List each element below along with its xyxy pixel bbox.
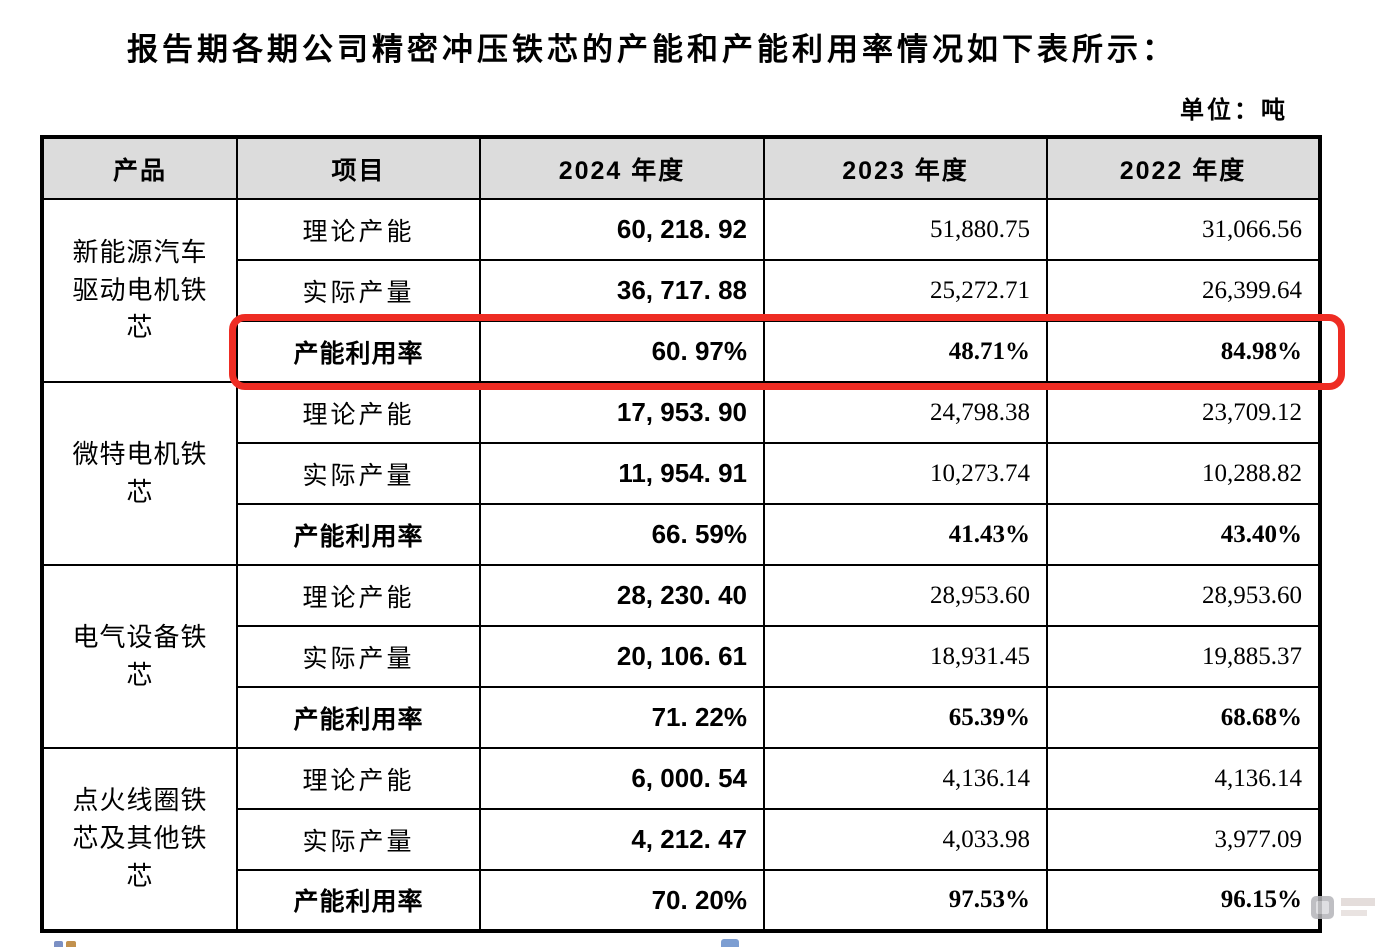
value-2023: 51,880.75: [763, 198, 1048, 261]
header-product: 产品: [41, 136, 238, 200]
value-2022: 23,709.12: [1046, 381, 1321, 444]
value-2022: 43.40%: [1046, 503, 1321, 566]
value-2024: 60. 97%: [479, 320, 765, 383]
table-row: 实际产量 4, 212. 47 4,033.98 3,977.09: [42, 808, 1321, 871]
item-cell: 产能利用率: [236, 503, 481, 566]
value-2022: 3,977.09: [1046, 808, 1321, 871]
value-2023: 4,033.98: [763, 808, 1048, 871]
item-cell: 实际产量: [236, 442, 481, 505]
value-2023: 24,798.38: [763, 381, 1048, 444]
table-row: 实际产量 11, 954. 91 10,273.74 10,288.82: [42, 442, 1321, 505]
value-2023: 41.43%: [763, 503, 1048, 566]
value-2024: 11, 954. 91: [479, 442, 765, 505]
header-row: 产品 项目 2024 年度 2023 年度 2022 年度: [41, 136, 1321, 200]
table-row: 电气设备铁 芯 理论产能 28, 230. 40 28,953.60 28,95…: [41, 564, 1321, 749]
capacity-table: 产品 项目 2024 年度 2023 年度 2022 年度 新能源汽车 驱动电机…: [40, 135, 1322, 933]
value-2022: 26,399.64: [1046, 259, 1321, 322]
product-cell-nev-motor-core: 新能源汽车 驱动电机铁 芯: [41, 198, 238, 383]
value-2024: 66. 59%: [479, 503, 765, 566]
table-row-utilization: 产能利用率 66. 59% 41.43% 43.40%: [42, 503, 1321, 566]
value-2022: 68.68%: [1046, 686, 1321, 749]
value-2024: 20, 106. 61: [479, 625, 765, 688]
value-2024: 36, 717. 88: [479, 259, 765, 322]
item-cell: 实际产量: [236, 259, 481, 322]
cutoff-text-fragment: [66, 941, 76, 947]
table-row: 微特电机铁 芯 理论产能 17, 953. 90 24,798.38 23,70…: [41, 381, 1321, 566]
value-2023: 25,272.71: [763, 259, 1048, 322]
product-name: 电气设备铁 芯: [72, 621, 208, 690]
value-2024: 4, 212. 47: [479, 808, 765, 871]
value-2022: 84.98%: [1046, 320, 1321, 383]
value-2022: 19,885.37: [1046, 625, 1321, 688]
value-2024: 60, 218. 92: [479, 198, 765, 261]
table-row-utilization: 产能利用率 60. 97% 48.71% 84.98%: [42, 320, 1321, 383]
table-row: 新能源汽车 驱动电机铁 芯 理论产能 60, 218. 92 51,880.75…: [41, 198, 1321, 383]
value-2023: 10,273.74: [763, 442, 1048, 505]
item-cell: 理论产能: [236, 198, 481, 261]
table-row: 实际产量 20, 106. 61 18,931.45 19,885.37: [42, 625, 1321, 688]
item-cell: 理论产能: [236, 381, 481, 444]
value-2024: 6, 000. 54: [479, 747, 765, 810]
item-cell: 实际产量: [236, 808, 481, 871]
value-2022: 28,953.60: [1046, 564, 1321, 627]
product-name: 点火线圈铁 芯及其他铁 芯: [72, 785, 208, 891]
value-2023: 48.71%: [763, 320, 1048, 383]
page-title: 报告期各期公司精密冲压铁芯的产能和产能利用率情况如下表所示：: [127, 32, 1177, 67]
product-cell-ignition-coil-core: 点火线圈铁 芯及其他铁 芯: [41, 747, 238, 932]
header-item: 项目: [236, 136, 481, 200]
value-2022: 31,066.56: [1046, 198, 1321, 261]
value-2023: 4,136.14: [763, 747, 1048, 810]
value-2023: 97.53%: [763, 869, 1048, 932]
unit-label: 单位：吨: [1180, 97, 1288, 124]
product-cell-electrical-equipment-core: 电气设备铁 芯: [41, 564, 238, 749]
value-2024: 28, 230. 40: [479, 564, 765, 627]
item-cell: 产能利用率: [236, 686, 481, 749]
header-2024: 2024 年度: [479, 136, 765, 200]
watermark-logo-icon: [1311, 896, 1334, 919]
value-2022: 10,288.82: [1046, 442, 1321, 505]
header-2022: 2022 年度: [1046, 136, 1321, 200]
item-cell: 产能利用率: [236, 869, 481, 932]
item-cell: 理论产能: [236, 747, 481, 810]
watermark-text: [1341, 910, 1367, 916]
product-name: 新能源汽车 驱动电机铁 芯: [72, 236, 208, 343]
table-row-utilization: 产能利用率 71. 22% 65.39% 68.68%: [42, 686, 1321, 749]
cutoff-text-fragment: [54, 941, 63, 947]
value-2023: 18,931.45: [763, 625, 1048, 688]
value-2022: 96.15%: [1046, 869, 1321, 932]
product-name: 微特电机铁 芯: [72, 438, 208, 507]
value-2024: 71. 22%: [479, 686, 765, 749]
value-2023: 65.39%: [763, 686, 1048, 749]
table-row-utilization: 产能利用率 70. 20% 97.53% 96.15%: [42, 869, 1321, 932]
header-2023: 2023 年度: [763, 136, 1048, 200]
value-2022: 4,136.14: [1046, 747, 1321, 810]
item-cell: 产能利用率: [236, 320, 481, 383]
value-2024: 17, 953. 90: [479, 381, 765, 444]
product-cell-micro-motor-core: 微特电机铁 芯: [41, 381, 238, 566]
value-2023: 28,953.60: [763, 564, 1048, 627]
item-cell: 理论产能: [236, 564, 481, 627]
cutoff-blue-chip: [721, 939, 739, 947]
value-2024: 70. 20%: [479, 869, 765, 932]
watermark-text: [1341, 898, 1375, 906]
item-cell: 实际产量: [236, 625, 481, 688]
table-row: 点火线圈铁 芯及其他铁 芯 理论产能 6, 000. 54 4,136.14 4…: [41, 747, 1321, 932]
